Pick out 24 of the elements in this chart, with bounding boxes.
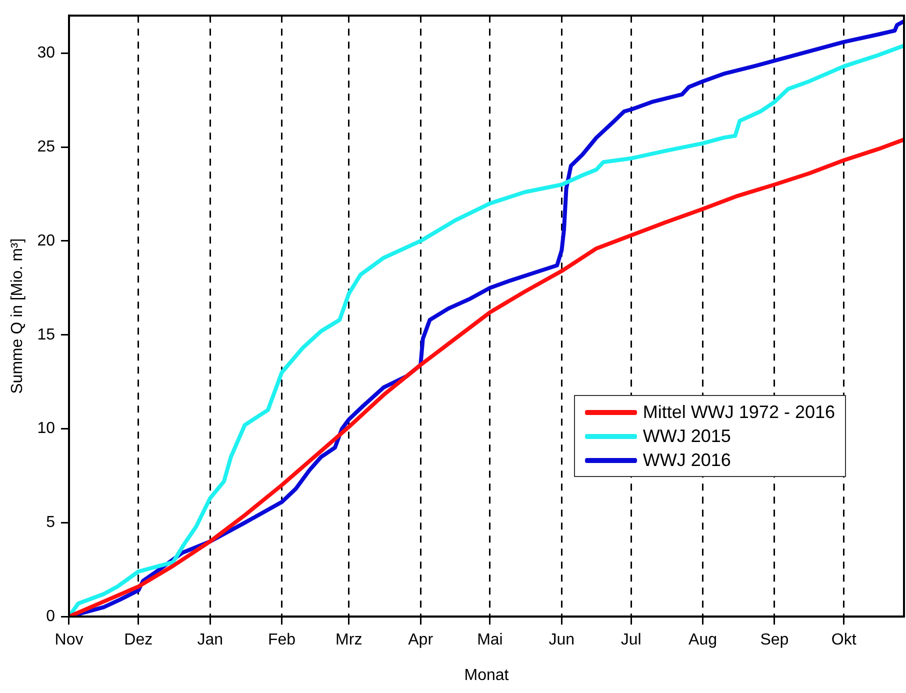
x-tick-label: Feb <box>268 632 296 649</box>
x-tick-label: Jan <box>197 632 223 649</box>
y-axis-title: Summe Q in [Mio. m³] <box>9 238 26 394</box>
x-tick-label: Apr <box>408 632 434 649</box>
legend-label: WWJ 2016 <box>642 450 731 470</box>
x-tick-label: Sep <box>760 632 789 649</box>
y-tick-label: 15 <box>37 326 56 344</box>
legend-label: Mittel WWJ 1972 - 2016 <box>642 402 835 422</box>
x-tick-label: Mrz <box>336 632 362 649</box>
y-tick-label: 25 <box>37 138 56 156</box>
x-tick-label: Mai <box>477 632 503 649</box>
y-tick-label: 30 <box>37 44 56 62</box>
x-tick-label: Okt <box>831 632 857 649</box>
x-tick-label: Jul <box>620 632 642 649</box>
x-tick-label: Nov <box>54 632 84 649</box>
x-axis-title: Monat <box>464 666 510 684</box>
y-tick-label: 0 <box>46 608 56 626</box>
y-tick-label: 5 <box>46 514 56 532</box>
x-tick-label: Dez <box>124 632 153 649</box>
x-tick-label: Jun <box>548 632 575 649</box>
legend-label: WWJ 2015 <box>642 426 731 446</box>
y-tick-label: 20 <box>37 232 56 250</box>
y-tick-label: 10 <box>37 420 56 438</box>
x-tick-label: Aug <box>688 632 717 649</box>
